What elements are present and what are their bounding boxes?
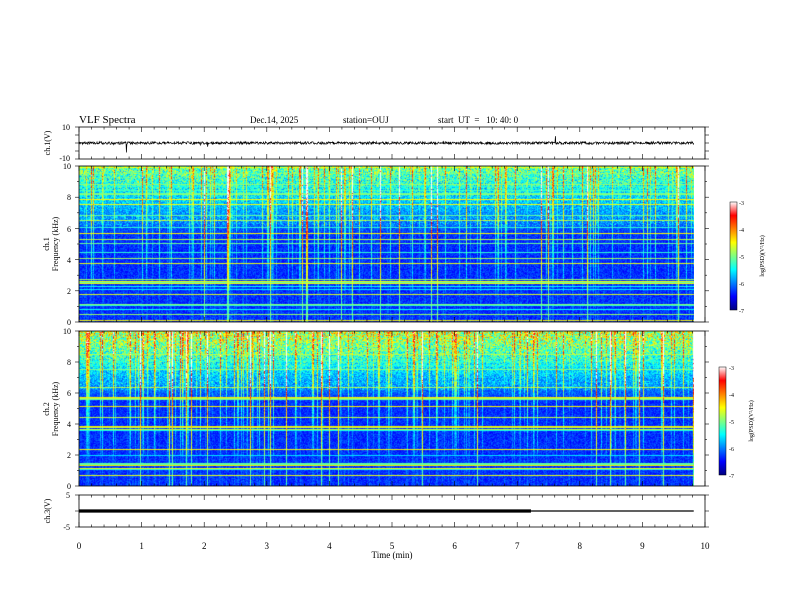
ch2-spectrogram-ylabel-channel: ch.2 bbox=[42, 402, 51, 416]
ch3-ytick-top: 5 bbox=[66, 491, 70, 500]
time-tick-label-10: 10 bbox=[701, 541, 711, 551]
ch2-freq-tick-4: 4 bbox=[67, 420, 71, 429]
ch1-colorbar-tick-m5: -5 bbox=[739, 255, 744, 261]
ch1-spectrogram-panel: 0 2 4 6 8 10 ch.1 Frequency (kHz) bbox=[42, 162, 709, 327]
ch1-colorbar-label: log(PSD)(V²/Hz) bbox=[759, 235, 766, 276]
ch2-freq-tick-10: 10 bbox=[63, 327, 71, 336]
figure-title: VLF Spectra bbox=[79, 114, 136, 126]
ch2-spectrogram-ticks bbox=[75, 330, 709, 487]
ch1-ytick-top: 10 bbox=[62, 123, 70, 132]
ch3-waveform-ylabel: ch.3(V) bbox=[43, 498, 52, 523]
ch2-colorbar-tick-m6: -6 bbox=[729, 447, 734, 453]
ch1-colorbar-tick-m3: -3 bbox=[739, 201, 744, 207]
time-axis-tick-labels: 0 1 2 3 4 5 6 7 8 9 10 bbox=[77, 541, 710, 551]
ch2-freq-tick-2: 2 bbox=[67, 451, 71, 460]
date-label: Dec.14, 2025 bbox=[250, 115, 299, 125]
ch2-colorbar: -3 -4 -5 -6 -7 log(PSD)(V²/Hz) bbox=[718, 366, 755, 480]
ch2-spectrogram-image bbox=[79, 331, 694, 486]
ch2-freq-tick-0: 0 bbox=[67, 482, 71, 491]
time-tick-label-3: 3 bbox=[265, 541, 270, 551]
ch1-waveform-panel: 10 -10 ch.1(V) bbox=[43, 123, 709, 163]
ch1-freq-tick-0: 0 bbox=[67, 318, 71, 327]
time-tick-label-1: 1 bbox=[139, 541, 144, 551]
time-axis-label: Time (min) bbox=[372, 550, 413, 560]
time-tick-label-5: 5 bbox=[390, 541, 395, 551]
start-time-label: start UT = 10: 40: 0 bbox=[438, 115, 519, 125]
ch2-colorbar-tick-m7: -7 bbox=[729, 474, 734, 480]
ch2-freq-tick-8: 8 bbox=[67, 358, 71, 367]
ch2-colorbar-gradient bbox=[718, 366, 727, 476]
ch2-spectrogram-panel: 0 2 4 6 8 10 ch.2 Frequency (kHz) bbox=[42, 327, 709, 491]
ch2-spectrogram-raster bbox=[79, 331, 694, 486]
ch1-colorbar-tick-m4: -4 bbox=[739, 228, 744, 234]
time-tick-label-0: 0 bbox=[77, 541, 82, 551]
time-tick-label-6: 6 bbox=[452, 541, 457, 551]
ch2-freq-tick-6: 6 bbox=[67, 389, 71, 398]
time-tick-label-4: 4 bbox=[327, 541, 332, 551]
ch1-spectrogram-ticks bbox=[75, 165, 709, 323]
ch2-colorbar-tick-m5: -5 bbox=[729, 420, 734, 426]
ch3-waveform-panel: 5 -5 ch.3(V) bbox=[43, 491, 709, 532]
ch1-waveform-trace bbox=[78, 136, 695, 153]
ch1-spectrogram-ylabel-channel: ch.1 bbox=[42, 237, 51, 251]
ch2-colorbar-tick-m3: -3 bbox=[729, 366, 734, 372]
ch1-colorbar-tick-m6: -6 bbox=[739, 282, 744, 288]
time-tick-label-9: 9 bbox=[640, 541, 645, 551]
ch2-spectrogram-ylabel-freq: Frequency (kHz) bbox=[51, 381, 60, 436]
ch1-freq-tick-10: 10 bbox=[63, 162, 71, 171]
ch1-freq-tick-4: 4 bbox=[67, 256, 71, 265]
ch1-spectrogram-raster bbox=[79, 166, 694, 322]
ch1-freq-tick-8: 8 bbox=[67, 193, 71, 202]
ch1-waveform-ylabel: ch.1(V) bbox=[43, 130, 52, 155]
ch1-spectrogram-image bbox=[79, 166, 694, 322]
station-label: station=OUJ bbox=[343, 115, 389, 125]
ch3-waveform-ticks bbox=[75, 494, 709, 528]
ch1-colorbar-tick-m7: -7 bbox=[739, 309, 744, 315]
time-tick-label-8: 8 bbox=[578, 541, 583, 551]
time-tick-label-2: 2 bbox=[202, 541, 207, 551]
time-tick-label-7: 7 bbox=[515, 541, 520, 551]
ch1-ytick-bottom: -10 bbox=[59, 154, 70, 163]
ch1-freq-tick-2: 2 bbox=[67, 287, 71, 296]
ch2-colorbar-tick-m4: -4 bbox=[729, 393, 734, 399]
ch1-freq-tick-6: 6 bbox=[67, 225, 71, 234]
ch2-colorbar-label: log(PSD)(V²/Hz) bbox=[748, 400, 755, 441]
ch3-ytick-bottom: -5 bbox=[63, 523, 70, 532]
ch1-spectrogram-ylabel-freq: Frequency (kHz) bbox=[51, 216, 60, 271]
ch1-waveform-ticks bbox=[75, 126, 709, 160]
ch1-colorbar: -3 -4 -5 -6 -7 log(PSD)(V²/Hz) bbox=[729, 201, 766, 315]
ch1-waveform-line bbox=[78, 136, 695, 153]
ch1-colorbar-gradient bbox=[729, 201, 738, 311]
